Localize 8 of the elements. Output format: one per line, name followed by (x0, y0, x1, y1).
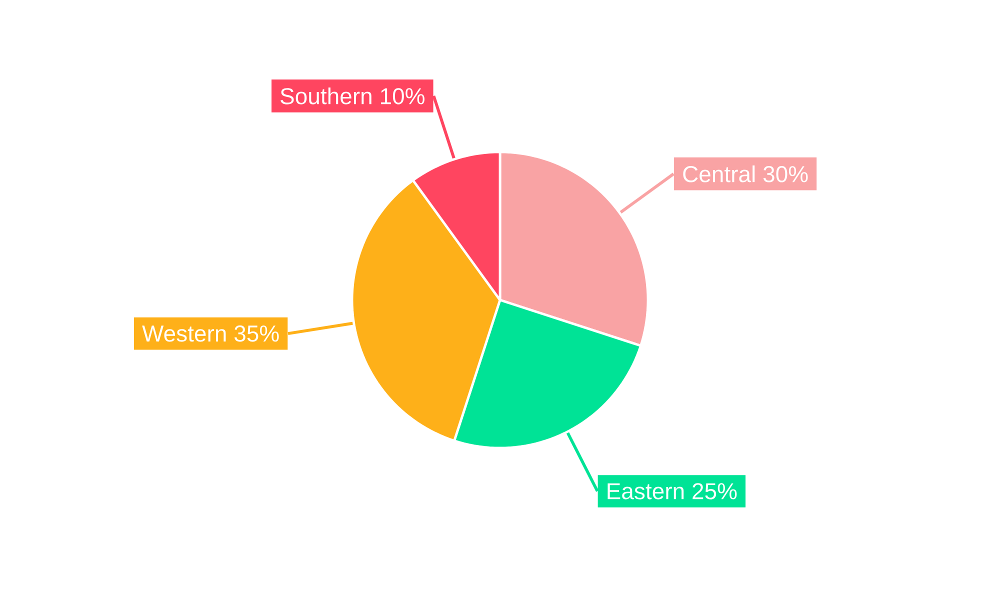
data-label: 35% (234, 325, 279, 342)
slice-label: Eastern (608, 483, 684, 500)
data-label: 25% (692, 483, 737, 500)
data-label: 30% (763, 166, 808, 182)
data-label: 10% (381, 88, 424, 104)
slice-label: Southern (280, 87, 372, 104)
slice-label: Central (683, 165, 755, 182)
slice-label: Western (142, 326, 226, 342)
